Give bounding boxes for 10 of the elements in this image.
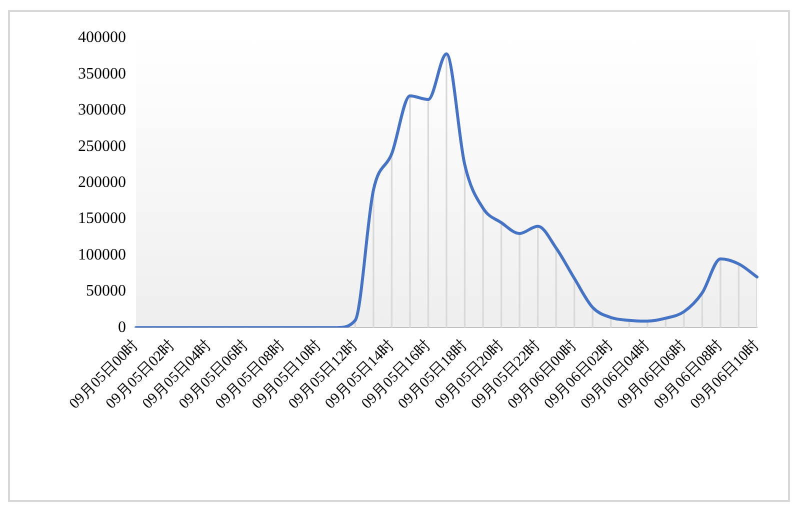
y-tick-label: 200000 xyxy=(78,174,126,192)
y-tick-label: 250000 xyxy=(78,138,126,155)
y-tick-label: 50000 xyxy=(86,282,126,300)
y-tick-label: 300000 xyxy=(78,102,126,119)
y-tick-label: 100000 xyxy=(78,246,126,264)
y-tick-label: 400000 xyxy=(78,29,126,46)
y-tick-label: 0 xyxy=(118,318,126,336)
y-tick-label: 150000 xyxy=(78,210,126,228)
y-tick-label: 350000 xyxy=(78,65,126,82)
line-series xyxy=(134,52,758,328)
